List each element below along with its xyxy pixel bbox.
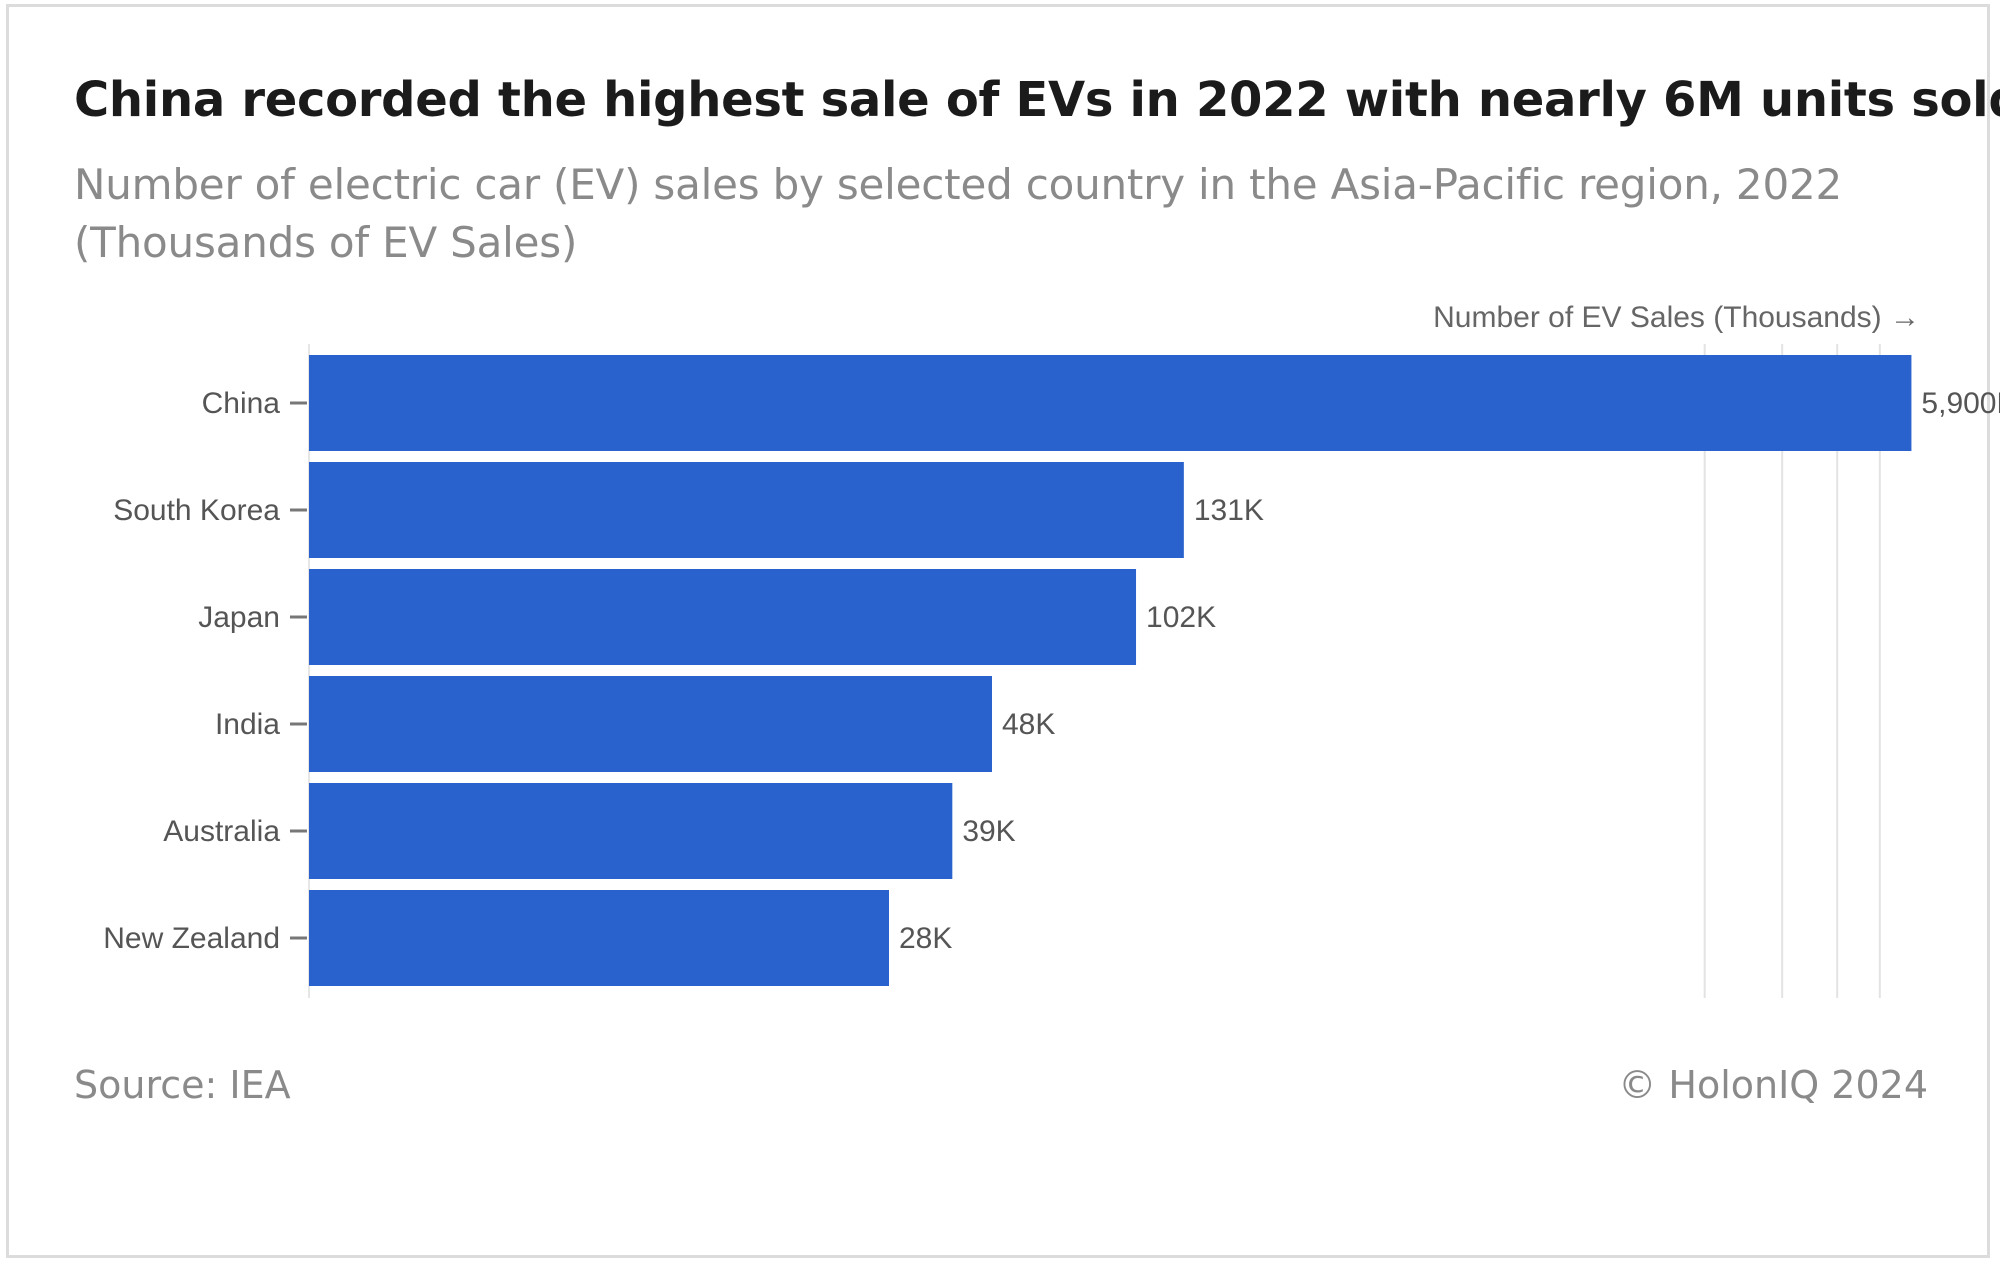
- y-tick-label: India: [215, 708, 280, 741]
- chart-subtitle: Number of electric car (EV) sales by sel…: [74, 160, 1843, 267]
- grid-lines: [1703, 344, 1881, 998]
- copyright-note: © HolonIQ 2024: [1618, 1063, 1928, 1107]
- x-axis-title: Number of EV Sales (Thousands) →: [1433, 301, 1920, 334]
- data-label: 28K: [899, 922, 952, 955]
- y-tick-label: Australia: [163, 815, 280, 848]
- data-label: 131K: [1194, 494, 1264, 527]
- bar[interactable]: [309, 462, 1184, 558]
- data-label: 48K: [1002, 708, 1055, 741]
- bar[interactable]: [309, 355, 1912, 451]
- bars: China 5,900K South Korea 131K Japan 102K India…: [103, 355, 2000, 986]
- bar[interactable]: [309, 569, 1137, 665]
- y-tick-label: Japan: [198, 601, 280, 634]
- data-label: 5,900K: [1921, 387, 2000, 420]
- data-label: 39K: [962, 815, 1015, 848]
- data-label: 102K: [1146, 601, 1216, 634]
- y-tick-label: New Zealand: [103, 922, 280, 955]
- bar[interactable]: [309, 676, 992, 772]
- y-tick-label: China: [202, 387, 281, 420]
- source-note: Source: IEA: [74, 1063, 291, 1107]
- y-tick-label: South Korea: [113, 494, 280, 527]
- bar[interactable]: [309, 890, 889, 986]
- chart-title: China recorded the highest sale of EVs i…: [74, 72, 2000, 128]
- bar[interactable]: [309, 783, 953, 879]
